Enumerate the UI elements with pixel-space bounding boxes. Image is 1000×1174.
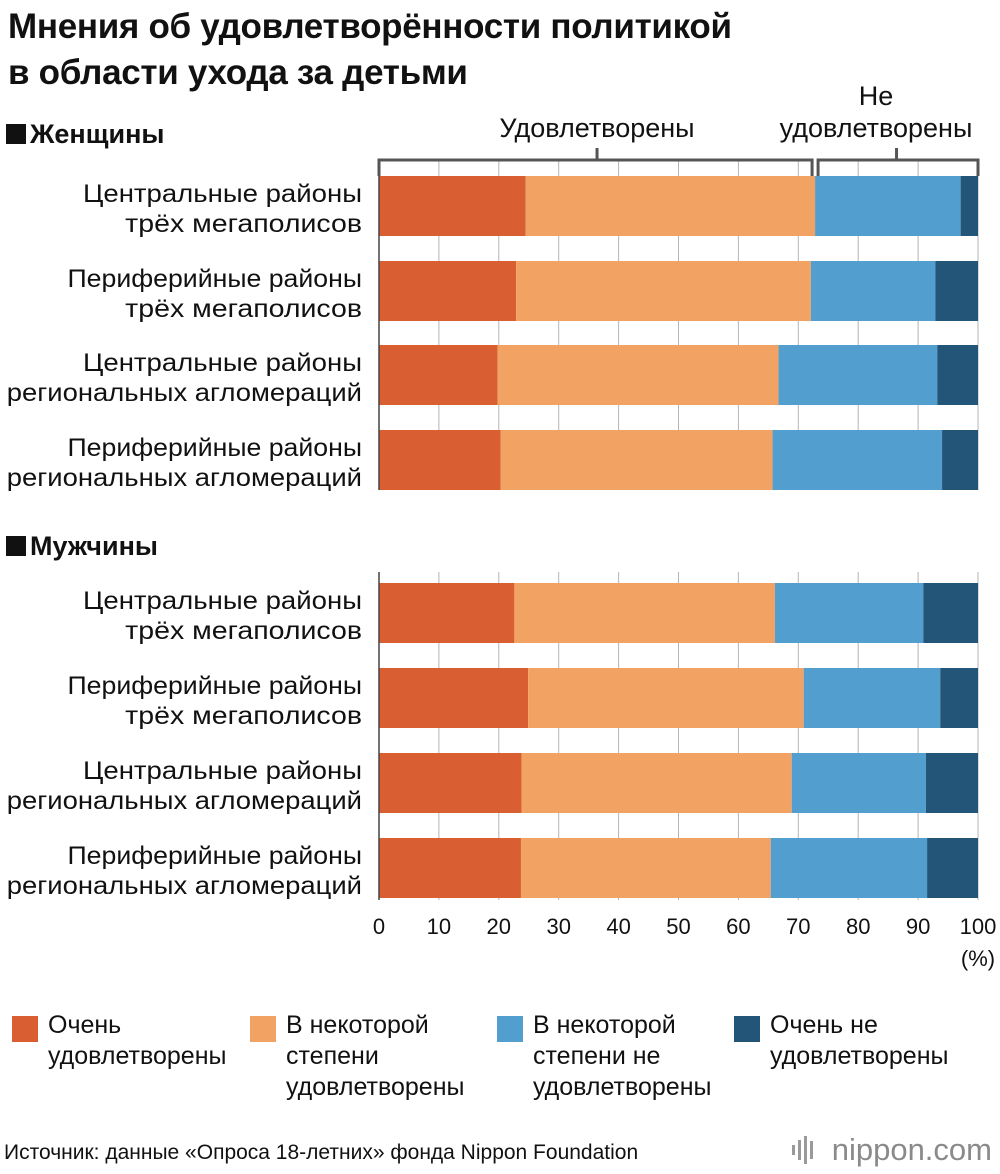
bar-segment <box>379 838 521 898</box>
category-label: Центральные районы <box>83 757 362 785</box>
category-label: трёх мегаполисов <box>125 702 362 730</box>
chart-title: Мнения об удовлетворённости политикой в … <box>8 4 732 96</box>
bar-segment <box>514 583 775 643</box>
category-label: трёх мегаполисов <box>125 210 362 238</box>
bar-segment <box>379 753 522 813</box>
bar-segment <box>516 261 811 321</box>
bar-segment <box>935 261 978 321</box>
x-tick-label: 80 <box>846 914 870 939</box>
bar-segment <box>960 176 978 236</box>
x-tick-label: 70 <box>786 914 810 939</box>
category-label: Центральные районы <box>83 587 362 615</box>
category-label: региональных агломераций <box>7 464 362 492</box>
legend-swatch <box>497 1016 523 1042</box>
group-square-icon <box>6 124 26 144</box>
category-label: Центральные районы <box>83 349 362 377</box>
bar-segment <box>791 753 926 813</box>
bar-segment <box>379 668 529 728</box>
bar-segment <box>770 838 928 898</box>
legend-swatch <box>734 1016 760 1042</box>
bar-segment <box>778 345 938 405</box>
bar-segment <box>379 176 526 236</box>
bar-segment <box>520 838 771 898</box>
x-tick-label: 40 <box>606 914 630 939</box>
legend-label: В некоторой степени не удовлетворены <box>533 1011 712 1101</box>
source-note: Источник: данные «Опроса 18-летних» фонд… <box>4 1141 639 1164</box>
bar-segment <box>528 668 804 728</box>
category-label: Периферийные районы <box>68 265 363 293</box>
group-title-men: Мужчины <box>6 530 158 562</box>
category-label: трёх мегаполисов <box>125 617 362 645</box>
nippon-logo-icon <box>792 1136 813 1164</box>
category-label: Периферийные районы <box>68 672 363 700</box>
bar-segment <box>925 753 978 813</box>
bar-segment <box>803 668 941 728</box>
x-tick-label: 10 <box>427 914 451 939</box>
bar-segment <box>815 176 961 236</box>
category-label: Периферийные районы <box>68 434 363 462</box>
chart-title-line1: Мнения об удовлетворённости политикой <box>8 7 732 46</box>
bar-segment <box>923 583 978 643</box>
category-label: трёх мегаполисов <box>125 295 362 323</box>
bar-segment <box>379 430 501 490</box>
legend-label: В некоторой степени удовлетворены <box>286 1011 465 1101</box>
x-tick-label: 90 <box>906 914 930 939</box>
x-unit-label: (%) <box>961 946 995 971</box>
x-tick-label: 100 <box>960 914 997 939</box>
legend-swatch <box>12 1016 38 1042</box>
x-tick-label: 20 <box>487 914 511 939</box>
brand-logo: nippon.com <box>831 1132 992 1167</box>
legend-swatch <box>250 1016 276 1042</box>
bar-segment <box>379 261 517 321</box>
bar-segment <box>379 583 515 643</box>
x-tick-label: 50 <box>666 914 690 939</box>
bar-segment <box>525 176 816 236</box>
bar-segment <box>500 430 773 490</box>
category-label: Периферийные районы <box>68 842 363 870</box>
bar-segment <box>772 430 943 490</box>
not-satisfied-bracket <box>816 158 980 176</box>
category-label: региональных агломераций <box>7 872 362 900</box>
category-label: региональных агломераций <box>7 379 362 407</box>
x-tick-label: 60 <box>726 914 750 939</box>
legend-label: Очень удовлетворены <box>48 1011 227 1070</box>
not-satisfied-label-line2: удовлетворены <box>780 113 973 143</box>
chart-title-line2: в области ухода за детьми <box>8 53 468 92</box>
legend-label: Очень не удовлетворены <box>770 1011 949 1070</box>
group-title-men-label: Мужчины <box>30 531 158 561</box>
bar-segment <box>942 430 978 490</box>
satisfied-bracket <box>377 158 814 176</box>
category-label: Центральные районы <box>83 180 362 208</box>
bar-segment <box>937 345 978 405</box>
legend: Очень удовлетворены В некоторой степени у… <box>0 1010 1000 1120</box>
bar-segment <box>940 668 978 728</box>
group-title-women: Женщины <box>6 118 164 150</box>
group-square-icon <box>6 536 26 556</box>
bar-segment <box>810 261 936 321</box>
category-label: региональных агломераций <box>7 787 362 815</box>
x-tick-label: 30 <box>546 914 570 939</box>
bar-segment <box>521 753 792 813</box>
bar-segment <box>774 583 924 643</box>
satisfied-label: Удовлетворены <box>499 113 694 143</box>
bar-segment <box>379 345 498 405</box>
x-tick-label: 0 <box>373 914 385 939</box>
bar-segment <box>927 838 978 898</box>
group-title-women-label: Женщины <box>30 119 165 149</box>
bar-segment <box>497 345 779 405</box>
not-satisfied-label-line1: Не <box>859 81 894 111</box>
